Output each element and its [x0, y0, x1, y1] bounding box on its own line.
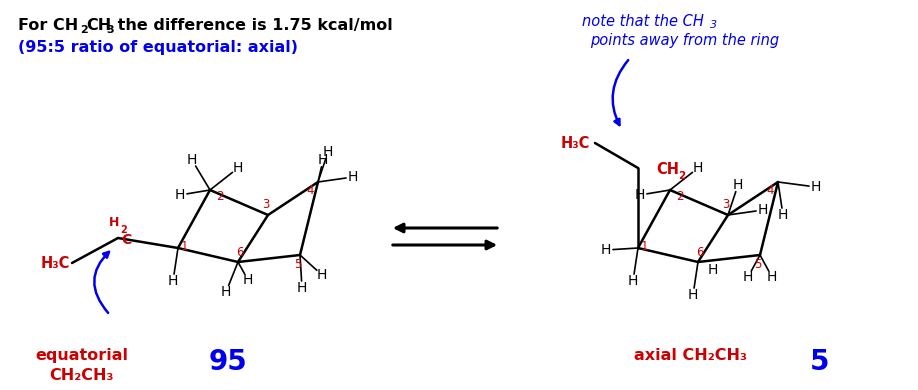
Text: 5: 5 [755, 259, 762, 271]
Text: H: H [221, 285, 231, 299]
Text: H: H [348, 170, 358, 184]
Text: 3: 3 [722, 199, 730, 211]
Text: 95: 95 [208, 348, 247, 376]
Text: H: H [233, 161, 243, 175]
Text: the difference is 1.75 kcal/mol: the difference is 1.75 kcal/mol [112, 18, 393, 33]
Text: H: H [693, 161, 703, 175]
Text: For CH: For CH [18, 18, 78, 33]
Text: equatorial: equatorial [36, 348, 129, 363]
Text: CH: CH [86, 18, 111, 33]
Text: 2: 2 [677, 190, 684, 202]
Text: H: H [174, 188, 185, 202]
Text: 2: 2 [120, 225, 128, 235]
Text: (95:5 ratio of equatorial: axial): (95:5 ratio of equatorial: axial) [18, 40, 298, 55]
Text: 4: 4 [767, 184, 774, 197]
Text: H: H [758, 203, 768, 217]
Text: 4: 4 [307, 184, 314, 197]
Text: 3: 3 [106, 25, 114, 35]
Text: axial CH₂CH₃: axial CH₂CH₃ [633, 348, 746, 363]
Text: 2: 2 [217, 190, 224, 202]
Text: H: H [109, 216, 119, 229]
Text: H₃C: H₃C [561, 135, 590, 151]
Text: 2: 2 [80, 25, 88, 35]
Text: 1: 1 [640, 239, 648, 252]
Text: C: C [121, 233, 131, 247]
Text: H: H [733, 178, 744, 192]
Text: 1: 1 [180, 239, 188, 252]
Text: H: H [635, 188, 645, 202]
Text: 6: 6 [696, 245, 704, 259]
Text: H: H [168, 274, 178, 288]
Text: H: H [778, 208, 789, 222]
Text: H: H [318, 153, 329, 167]
Text: CH₂CH₃: CH₂CH₃ [50, 368, 114, 383]
Text: H: H [600, 243, 611, 257]
Text: H₃C: H₃C [40, 255, 70, 271]
Text: H: H [243, 273, 253, 287]
Text: H: H [743, 270, 753, 284]
Text: H: H [767, 270, 778, 284]
Text: H: H [297, 281, 308, 295]
Text: points away from the ring: points away from the ring [590, 33, 779, 48]
Text: 2: 2 [678, 171, 685, 181]
Text: 5: 5 [811, 348, 830, 376]
Text: H: H [811, 180, 822, 194]
Text: H: H [708, 263, 718, 277]
Text: note that the CH: note that the CH [582, 14, 704, 29]
Text: H: H [688, 288, 699, 302]
Text: 3: 3 [710, 20, 717, 30]
Text: 6: 6 [236, 245, 244, 259]
Text: H: H [317, 268, 327, 282]
Text: H: H [186, 153, 197, 167]
Text: H: H [628, 274, 638, 288]
Text: 5: 5 [295, 259, 302, 271]
Text: H: H [323, 145, 333, 159]
Text: CH: CH [656, 163, 679, 177]
Text: 3: 3 [263, 199, 270, 211]
